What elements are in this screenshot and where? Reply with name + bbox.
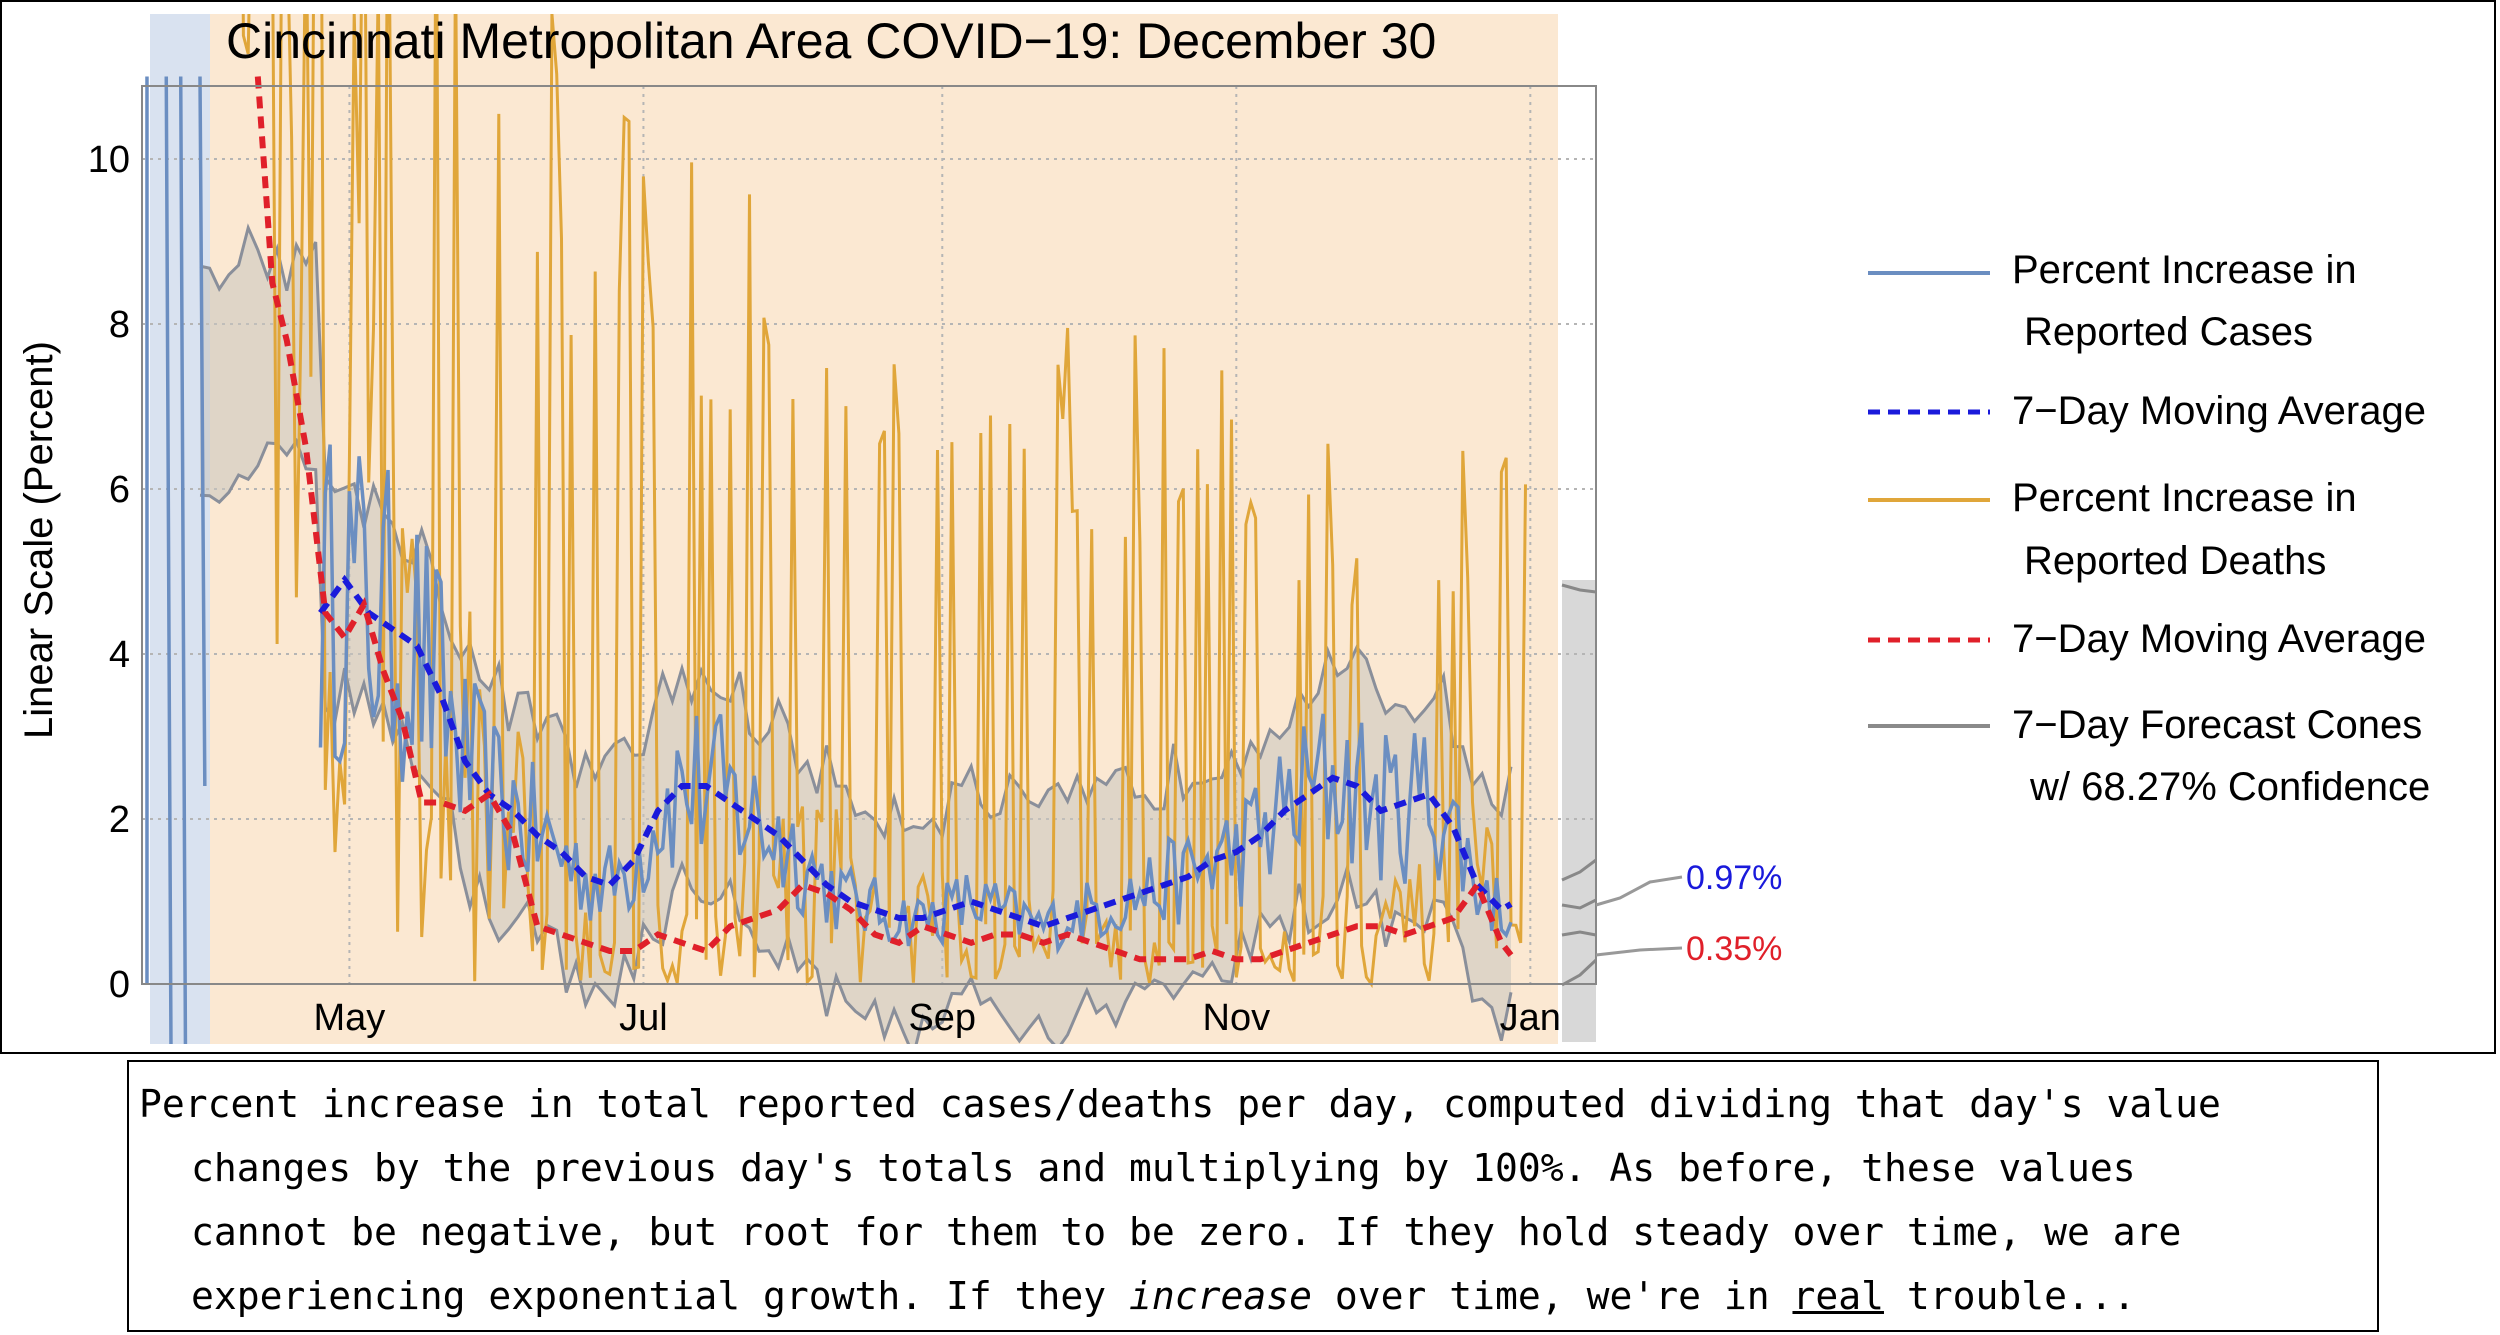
annotation-cases-value: 0.97%	[1686, 859, 1782, 897]
x-axis: May Jul Sep Nov Jan	[314, 997, 1561, 1039]
x-tick-label: Jul	[619, 997, 668, 1039]
caption-line-4c: trouble...	[1883, 1274, 2136, 1318]
y-tick-label: 8	[109, 304, 130, 346]
legend-cases-line1: Percent Increase in	[2012, 248, 2357, 292]
legend-deaths-ma: 7−Day Moving Average	[2012, 617, 2426, 661]
legend-deaths-line2: Reported Deaths	[2024, 539, 2326, 583]
plot-area	[141, 85, 1597, 985]
forecast-band	[1562, 580, 1596, 1042]
caption-underline: real	[1792, 1274, 1884, 1318]
deaths-raw-line	[241, 14, 1527, 989]
cases-raw-line	[145, 76, 1513, 1044]
legend-cones-line2: w/ 68.27% Confidence	[2029, 765, 2430, 809]
cases-moving-average-line	[318, 574, 1513, 930]
annotation-leader-deaths	[1595, 946, 1683, 957]
caption-emphasis: increase	[1129, 1274, 1313, 1318]
caption-line-2: changes by the previous day's totals and…	[191, 1146, 2136, 1190]
caption-line-4: experiencing exponential growth. If they…	[139, 1264, 2377, 1328]
legend-deaths-line1: Percent Increase in	[2012, 476, 2357, 520]
x-tick-label: Sep	[908, 997, 976, 1039]
forecast-cones	[1561, 583, 1598, 987]
y-tick-label: 2	[109, 799, 130, 841]
caption-line-4a: experiencing exponential growth. If they	[191, 1274, 1129, 1318]
y-tick-label: 4	[109, 634, 130, 676]
x-tick-label: Nov	[1203, 997, 1271, 1039]
caption-line-1: Percent increase in total reported cases…	[139, 1082, 2221, 1126]
x-tick-label: Jan	[1500, 997, 1561, 1039]
legend: Percent Increase in Reported Cases 7−Day…	[1868, 248, 2430, 809]
deaths-moving-average-line	[254, 76, 1514, 963]
x-tick-label: May	[314, 997, 386, 1039]
annotation-deaths-value: 0.35%	[1686, 930, 1782, 968]
chart-frame	[0, 0, 2496, 1054]
annotations: 0.97% 0.35%	[1595, 859, 1782, 968]
chart-title: Cincinnati Metropolitan Area COVID−19: D…	[226, 13, 1436, 69]
legend-cones-line1: 7−Day Forecast Cones	[2012, 703, 2422, 747]
y-axis-label: Linear Scale (Percent)	[17, 341, 61, 739]
y-axis: 0 2 4 6 8 10	[88, 139, 130, 1006]
chart-svg: 0 2 4 6 8 10 May Jul Sep Nov Jan Cincinnati Metro…	[17, 13, 2430, 1044]
caption-line-4b: over time, we're in	[1312, 1274, 1793, 1318]
annotation-leader-cases	[1595, 875, 1683, 907]
legend-cases-line2: Reported Cases	[2024, 310, 2313, 354]
y-tick-label: 10	[88, 139, 130, 181]
y-tick-label: 0	[109, 964, 130, 1006]
caption-line-3: cannot be negative, but root for them to…	[191, 1210, 2182, 1254]
legend-cases-ma: 7−Day Moving Average	[2012, 389, 2426, 433]
y-tick-label: 6	[109, 469, 130, 511]
caption-box: Percent increase in total reported cases…	[127, 1060, 2379, 1332]
